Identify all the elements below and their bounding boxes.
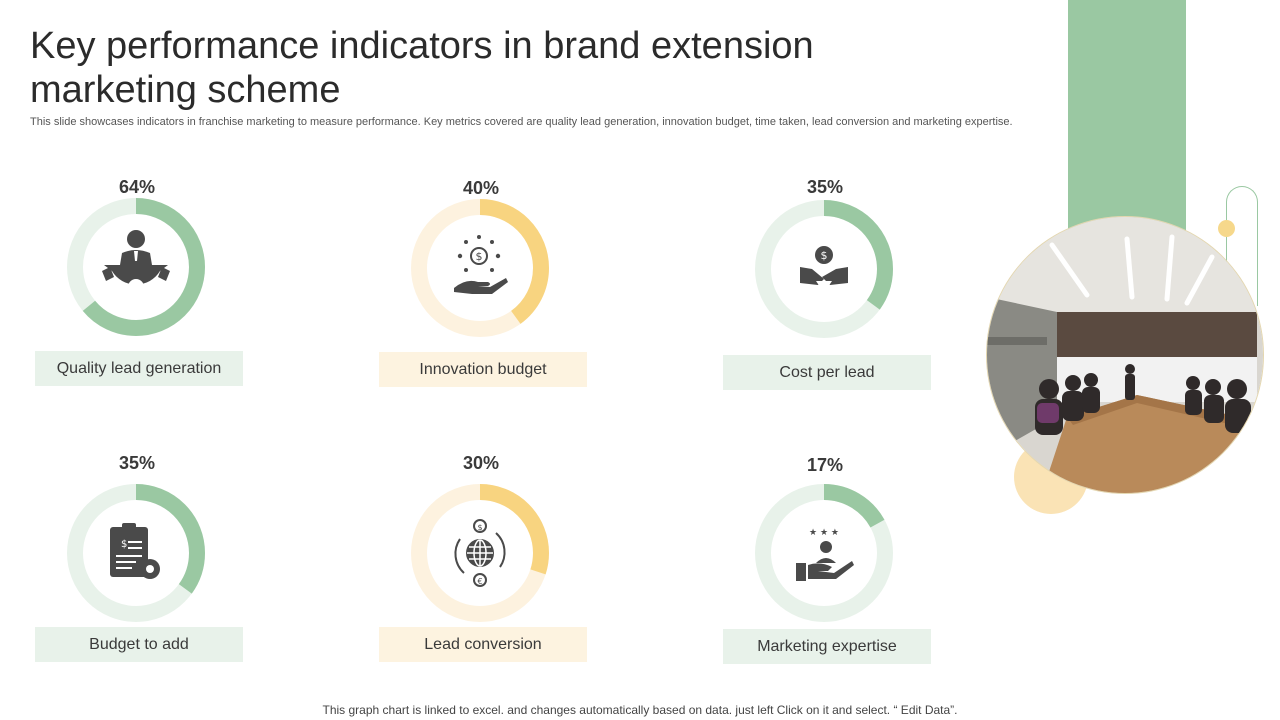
kpi-percent-label: 35%	[806, 177, 844, 197]
donut-chart: ★ ★ ★	[755, 484, 893, 622]
businessman-gear-icon	[102, 230, 170, 295]
kpi-label: Marketing expertise	[723, 629, 931, 664]
kpi-label: Lead conversion	[379, 627, 587, 662]
donut-value-arc	[755, 200, 893, 338]
kpi-label: Cost per lead	[723, 355, 931, 390]
kpi-budget-to-add: 35% $ Budget to add	[35, 453, 245, 693]
decorative-arc-line	[1226, 186, 1258, 306]
donut-value-arc	[67, 484, 205, 622]
invoice-gear-icon: $	[110, 523, 160, 579]
kpi-percent-label: 30%	[462, 453, 500, 473]
donut-value-arc	[67, 198, 205, 336]
svg-text:$: $	[476, 250, 483, 263]
meeting-room-photo	[987, 217, 1263, 493]
decorative-green-band	[1068, 0, 1186, 235]
globe-currency-icon: $ €	[454, 519, 506, 587]
donut-value-arc	[411, 199, 549, 337]
kpi-label: Budget to add	[35, 627, 243, 662]
donut-chart: $	[755, 200, 893, 338]
kpi-innovation-budget: 40% $ Innovation budget	[379, 178, 589, 418]
money-hand-icon: $	[454, 235, 508, 294]
kpi-percent-label: 17%	[806, 455, 844, 475]
donut-value-arc	[755, 484, 893, 622]
svg-text:$: $	[821, 249, 828, 262]
svg-text:$: $	[121, 539, 127, 550]
kpi-cost-per-lead: 35% $ Cost per lead	[723, 177, 933, 417]
donut-chart	[67, 198, 205, 336]
kpi-lead-conversion: 30% $ € Lead conversion	[379, 453, 589, 693]
svg-text:★ ★ ★: ★ ★ ★	[809, 528, 839, 538]
kpi-marketing-expertise: 17% ★ ★ ★ Marketing expertise	[723, 455, 933, 695]
handshake-dollar-icon: $	[800, 246, 848, 287]
kpi-percent-label: 40%	[462, 178, 500, 198]
donut-chart: $ €	[411, 484, 549, 622]
kpi-label: Innovation budget	[379, 352, 587, 387]
svg-text:€: €	[477, 577, 482, 586]
page-subtitle: This slide showcases indicators in franc…	[30, 116, 1013, 128]
svg-text:$: $	[477, 523, 482, 532]
kpi-quality-lead-generation: 64% Quality lead generation	[35, 177, 245, 417]
page-title: Key performance indicators in brand exte…	[30, 25, 814, 111]
expert-hand-stars-icon: ★ ★ ★	[796, 528, 854, 581]
kpi-percent-label: 35%	[118, 453, 156, 473]
kpi-percent-label: 64%	[118, 177, 156, 197]
donut-chart: $	[411, 199, 549, 337]
donut-chart: $	[67, 484, 205, 622]
decorative-yellow-dot	[1218, 220, 1235, 237]
footer-note: This graph chart is linked to excel. and…	[322, 703, 958, 717]
donut-value-arc	[411, 484, 549, 622]
kpi-label: Quality lead generation	[35, 351, 243, 386]
